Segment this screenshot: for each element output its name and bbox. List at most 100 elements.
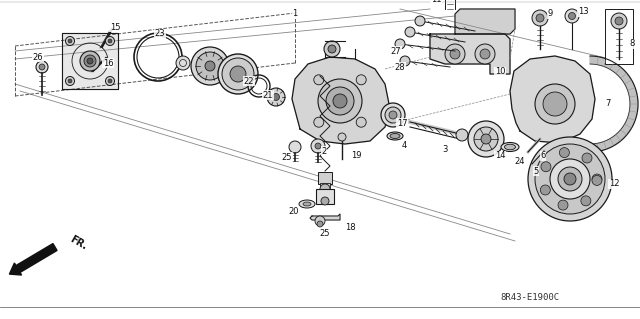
Circle shape (205, 61, 215, 71)
Ellipse shape (387, 132, 403, 140)
Text: 15: 15 (109, 23, 120, 32)
Text: 9: 9 (547, 10, 552, 19)
Text: 14: 14 (495, 152, 505, 160)
Bar (316, 189, 334, 204)
Circle shape (106, 36, 115, 46)
Circle shape (536, 14, 544, 22)
Text: 24: 24 (515, 157, 525, 166)
Circle shape (65, 36, 74, 46)
Circle shape (314, 117, 324, 127)
Circle shape (108, 39, 112, 43)
Circle shape (468, 121, 504, 157)
Text: 8: 8 (629, 40, 635, 48)
Text: 26: 26 (33, 53, 44, 62)
Circle shape (475, 44, 495, 64)
Circle shape (36, 61, 48, 73)
Circle shape (528, 137, 612, 221)
Text: 27: 27 (390, 47, 401, 56)
Circle shape (535, 144, 605, 214)
Ellipse shape (504, 144, 515, 150)
Text: 2: 2 (321, 146, 326, 155)
Circle shape (592, 175, 602, 185)
Circle shape (405, 27, 415, 37)
Circle shape (65, 77, 74, 85)
Circle shape (321, 197, 329, 205)
Circle shape (39, 64, 45, 70)
Circle shape (581, 196, 591, 206)
Text: 18: 18 (345, 222, 355, 232)
Text: 3: 3 (442, 145, 448, 153)
Text: 4: 4 (401, 140, 406, 150)
Circle shape (333, 94, 347, 108)
Circle shape (474, 127, 498, 151)
Circle shape (480, 49, 490, 59)
Circle shape (535, 84, 575, 124)
Circle shape (558, 200, 568, 210)
Circle shape (196, 52, 224, 80)
Circle shape (564, 173, 576, 185)
Circle shape (592, 174, 602, 184)
Circle shape (550, 159, 590, 199)
Text: 23: 23 (155, 29, 165, 39)
Polygon shape (510, 56, 595, 143)
Circle shape (568, 12, 575, 19)
Text: 10: 10 (495, 68, 505, 77)
Circle shape (317, 221, 323, 227)
Circle shape (582, 153, 592, 163)
Circle shape (80, 51, 100, 71)
Text: 20: 20 (289, 206, 300, 216)
Bar (605, 9, 633, 64)
Circle shape (191, 47, 229, 85)
Circle shape (314, 75, 324, 85)
Circle shape (456, 129, 468, 141)
Circle shape (611, 13, 627, 29)
Text: 7: 7 (605, 100, 611, 108)
Circle shape (395, 39, 405, 49)
Circle shape (445, 44, 465, 64)
Text: 19: 19 (351, 152, 361, 160)
Circle shape (318, 79, 362, 123)
Text: 1: 1 (292, 10, 298, 19)
Ellipse shape (299, 200, 315, 208)
Circle shape (324, 41, 340, 57)
Circle shape (218, 54, 258, 94)
Circle shape (230, 66, 246, 82)
Circle shape (541, 162, 551, 172)
Polygon shape (62, 33, 118, 89)
Circle shape (385, 107, 401, 123)
Circle shape (289, 141, 301, 153)
Circle shape (356, 75, 366, 85)
Text: 6: 6 (540, 152, 546, 160)
Circle shape (481, 134, 491, 144)
Polygon shape (310, 214, 340, 220)
Polygon shape (455, 9, 515, 34)
Circle shape (328, 45, 336, 53)
Circle shape (68, 79, 72, 83)
Ellipse shape (501, 143, 519, 152)
Text: 17: 17 (397, 118, 407, 128)
Circle shape (338, 133, 346, 141)
Circle shape (315, 143, 321, 149)
Circle shape (415, 16, 425, 26)
Circle shape (84, 55, 96, 67)
Circle shape (565, 9, 579, 23)
Circle shape (311, 139, 325, 153)
Circle shape (450, 49, 460, 59)
Polygon shape (430, 34, 510, 74)
Text: 11: 11 (431, 0, 441, 4)
Text: 12: 12 (609, 180, 620, 189)
Circle shape (273, 93, 280, 100)
Circle shape (108, 79, 112, 83)
Text: 25: 25 (320, 229, 330, 239)
Text: 16: 16 (102, 58, 113, 68)
Text: FR.: FR. (68, 234, 88, 252)
Circle shape (356, 117, 366, 127)
Circle shape (106, 77, 115, 85)
Polygon shape (292, 57, 390, 144)
Circle shape (558, 167, 582, 191)
Circle shape (267, 88, 285, 106)
Circle shape (532, 10, 548, 26)
Polygon shape (590, 56, 638, 152)
Bar (318, 172, 332, 184)
FancyArrow shape (10, 244, 57, 275)
